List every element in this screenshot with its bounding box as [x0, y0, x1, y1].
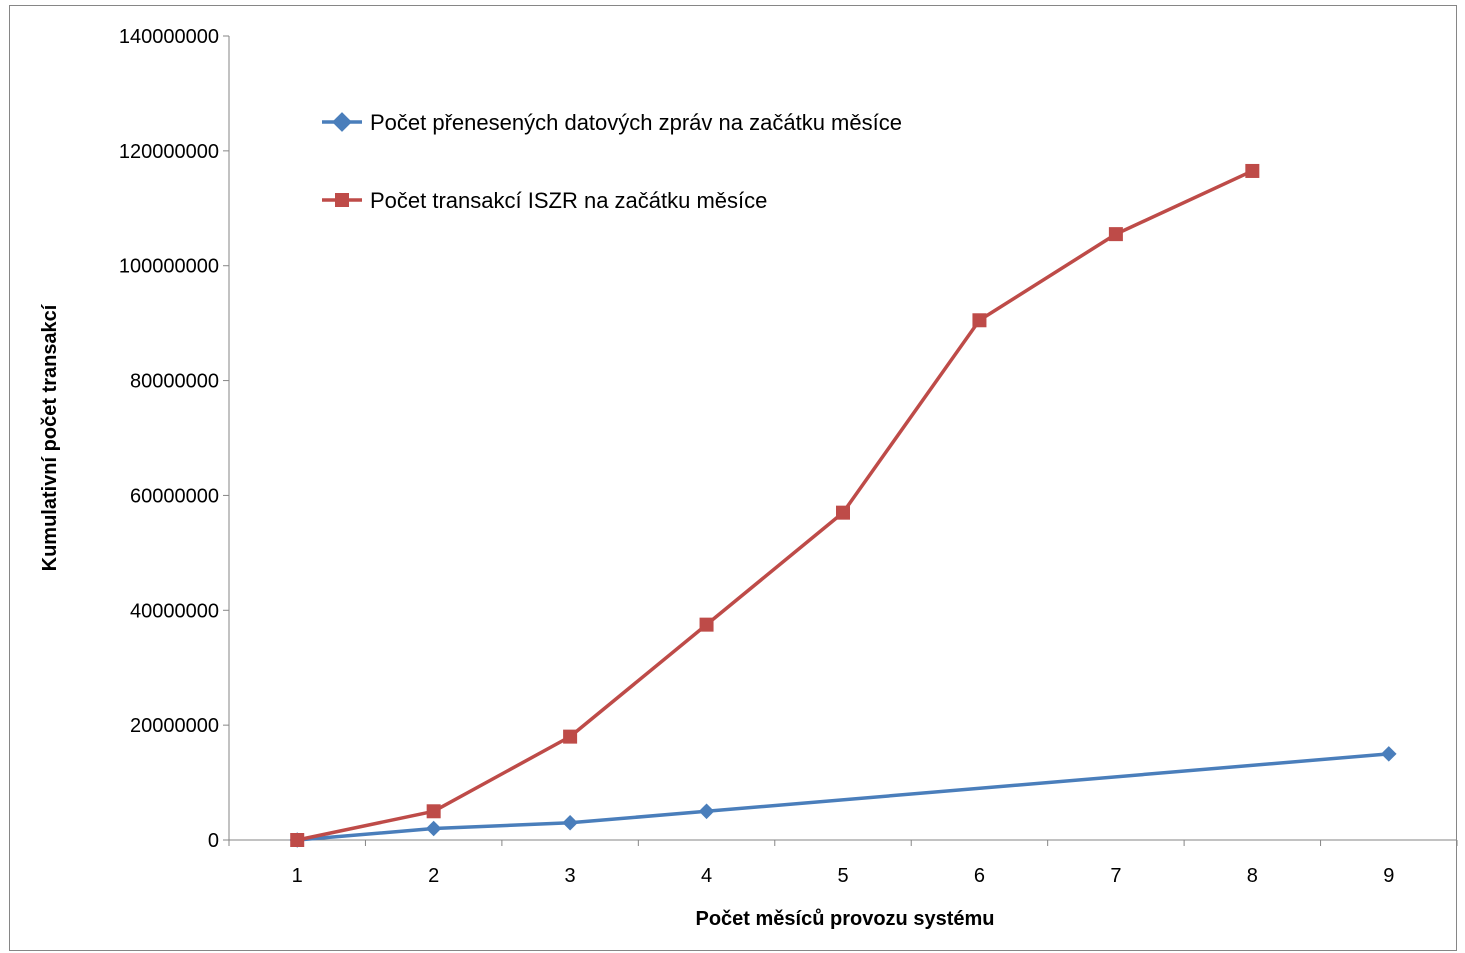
x-tick-label: 3 — [565, 865, 576, 887]
y-axis-title: Kumulativní počet transakcí — [39, 303, 61, 571]
y-tick-label: 100000000 — [119, 256, 219, 278]
data-point-square — [699, 617, 714, 632]
legend-marker-square — [335, 193, 349, 207]
legend-label-1: Počet transakcí ISZR na začátku měsíce — [370, 188, 767, 213]
data-point-square — [836, 505, 850, 520]
data-point-diamond — [425, 820, 442, 837]
y-axis: 0 20000000 40000000 60000000 80000000 1000000… — [119, 26, 230, 852]
chart-area — [9, 5, 1457, 951]
y-tick-label: 80000000 — [130, 371, 219, 393]
data-point-square — [426, 804, 441, 819]
y-tick-label: 20000000 — [130, 715, 219, 737]
legend-marker-diamond — [332, 112, 352, 132]
y-tick-label: 60000000 — [130, 485, 219, 507]
legend-label-0: Počet přenesených datových zpráv na začá… — [370, 110, 902, 135]
x-tick-label: 9 — [1383, 865, 1394, 887]
x-tick-label: 2 — [428, 865, 439, 887]
y-tick-label: 0 — [208, 830, 219, 852]
data-point-diamond — [1380, 746, 1397, 762]
data-point-square — [1108, 227, 1123, 242]
x-tick-label: 6 — [974, 865, 985, 887]
y-tick-label: 120000000 — [119, 141, 219, 163]
x-tick-label: 8 — [1247, 865, 1258, 887]
series-layer — [289, 163, 1397, 848]
data-point-square — [563, 729, 578, 744]
y-tick-label: 40000000 — [130, 600, 219, 622]
legend-entry-0: Počet přenesených datových zpráv na začá… — [322, 110, 902, 135]
x-axis: 1 2 3 4 5 6 7 8 9 — [228, 839, 1458, 887]
series-line — [296, 169, 1254, 842]
x-tick-label: 4 — [701, 865, 712, 887]
x-tick-label: 5 — [837, 865, 848, 887]
data-point-square — [290, 833, 305, 847]
data-point-diamond — [562, 814, 578, 831]
x-axis-title: Počet měsíců provozu systému — [696, 908, 995, 930]
series-1 — [290, 163, 1260, 847]
series-0 — [289, 746, 1397, 848]
legend: Počet přenesených datových zpráv na začá… — [322, 110, 902, 213]
data-point-square — [972, 313, 987, 328]
data-point-square — [1245, 163, 1260, 178]
x-tick-label: 1 — [292, 865, 303, 887]
x-tick-label: 7 — [1110, 865, 1121, 887]
y-tick-label: 140000000 — [119, 26, 219, 48]
data-point-diamond — [698, 803, 715, 820]
legend-entry-1: Počet transakcí ISZR na začátku měsíce — [322, 188, 767, 213]
